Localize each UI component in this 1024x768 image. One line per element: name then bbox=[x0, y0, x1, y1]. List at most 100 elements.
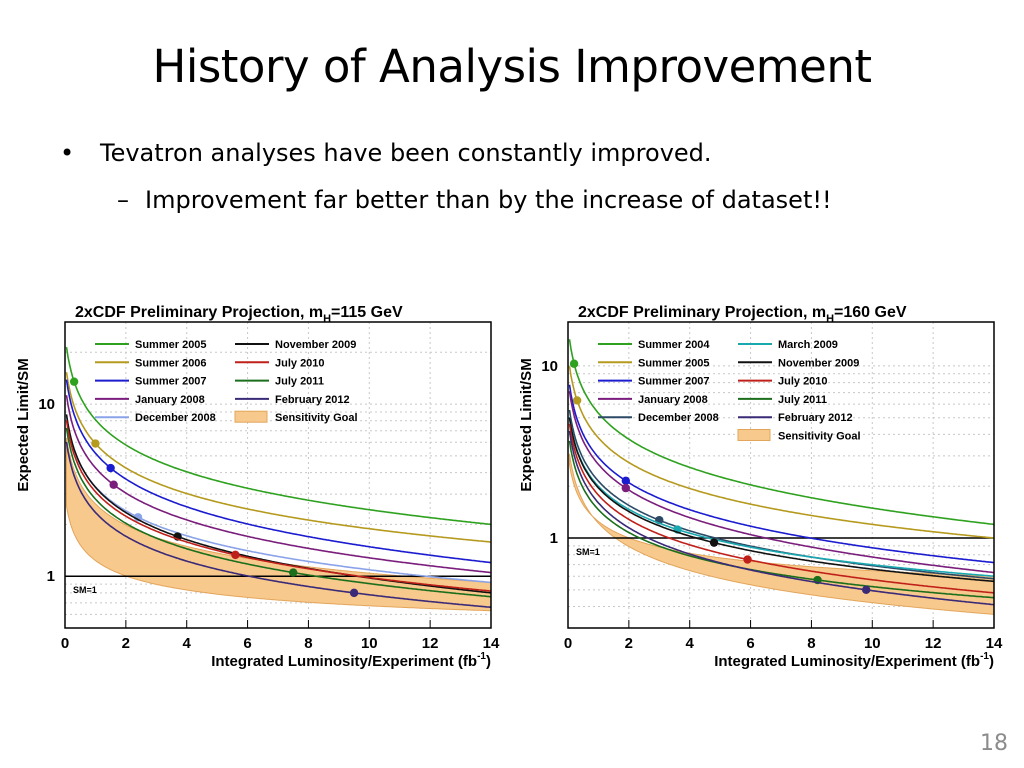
legend-label-1: Summer 2006 bbox=[135, 357, 207, 369]
series-point-4 bbox=[133, 513, 143, 522]
series-line-8 bbox=[568, 440, 995, 599]
x-tick-label: 8 bbox=[807, 635, 815, 652]
chart-title-main: 2xCDF Preliminary Projection, m bbox=[578, 304, 826, 321]
legend-label-2: Summer 2007 bbox=[638, 376, 710, 388]
chart-title-rest: =115 GeV bbox=[331, 304, 403, 321]
series-line-3 bbox=[568, 390, 995, 574]
x-axis-label-text: Integrated Luminosity/Experiment (fb bbox=[211, 653, 477, 670]
series-point-2 bbox=[621, 476, 631, 486]
bullet-2: – Improvement far better than by the incr… bbox=[117, 186, 832, 214]
legend-band-swatch bbox=[234, 410, 268, 423]
series-line-8 bbox=[65, 441, 492, 609]
series-line-7 bbox=[568, 423, 995, 594]
x-axis-label-sup: -1 bbox=[980, 651, 989, 662]
x-tick-label: 6 bbox=[746, 635, 754, 652]
chart-title-main: 2xCDF Preliminary Projection, m bbox=[75, 304, 323, 321]
series-line-6 bbox=[568, 417, 995, 583]
legend-label-5: November 2009 bbox=[275, 339, 356, 351]
page-number: 18 bbox=[980, 731, 1008, 756]
y-axis-label: Expected Limit/SM bbox=[518, 358, 535, 491]
x-tick-label: 6 bbox=[243, 635, 251, 652]
x-tick-label: 14 bbox=[986, 635, 1003, 652]
series-point-6 bbox=[231, 550, 240, 560]
series-line-9 bbox=[568, 430, 995, 606]
series-point-1 bbox=[572, 396, 582, 405]
x-tick-label: 2 bbox=[625, 635, 633, 652]
legend-label-8: February 2012 bbox=[275, 394, 350, 406]
legend-label-4: December 2008 bbox=[638, 412, 719, 424]
x-axis-label-end: ) bbox=[486, 653, 491, 670]
x-tick-label: 12 bbox=[925, 635, 942, 652]
bullet-1-marker: • bbox=[60, 139, 75, 167]
bullet-1: • Tevatron analyses have been constantly … bbox=[60, 139, 712, 167]
x-tick-label: 4 bbox=[686, 635, 695, 652]
y-tick-label: 1 bbox=[47, 568, 55, 585]
series-line-0 bbox=[568, 339, 995, 526]
series-line-7 bbox=[65, 427, 492, 598]
legend-label-3: January 2008 bbox=[135, 394, 205, 406]
bullet-2-text: Improvement far better than by the incre… bbox=[145, 186, 832, 214]
x-tick-label: 12 bbox=[422, 635, 439, 652]
chart-title-subscript: H bbox=[323, 313, 331, 325]
x-tick-label: 4 bbox=[183, 635, 192, 652]
legend-band-label: Sensitivity Goal bbox=[275, 412, 358, 424]
x-tick-label: 2 bbox=[122, 635, 130, 652]
chart-mh160: SM=1 0 2 4 6 8 10 12 14 1 10 2xCDF Preliminary Proj… bbox=[518, 304, 1003, 670]
x-tick-label: 8 bbox=[304, 635, 312, 652]
chart-title: 2xCDF Preliminary Projection, mH=160 GeV bbox=[578, 304, 907, 325]
chart-title-rest: =160 GeV bbox=[834, 304, 907, 321]
bullet-1-text: Tevatron analyses have been constantly i… bbox=[100, 139, 712, 167]
x-tick-label: 0 bbox=[564, 635, 572, 652]
series-line-6 bbox=[65, 420, 492, 592]
legend-label-7: July 2011 bbox=[275, 376, 324, 388]
series-point-7 bbox=[289, 568, 298, 577]
x-axis-label: Integrated Luminosity/Experiment (fb-1) bbox=[714, 651, 994, 670]
slide-title: History of Analysis Improvement bbox=[152, 40, 872, 93]
series-line-1 bbox=[65, 372, 492, 543]
series-point-0 bbox=[569, 359, 579, 368]
x-axis-label-sup: -1 bbox=[477, 651, 486, 662]
y-tick-label: 1 bbox=[550, 530, 558, 547]
legend-label-2: Summer 2007 bbox=[135, 376, 207, 388]
legend-label-6: July 2010 bbox=[275, 357, 325, 369]
legend-label-0: Summer 2004 bbox=[638, 339, 710, 351]
series-line-0 bbox=[65, 346, 492, 526]
series-point-7 bbox=[743, 555, 752, 564]
series-line-3 bbox=[65, 395, 492, 574]
legend-label-9: February 2012 bbox=[778, 412, 853, 424]
y-tick-label: 10 bbox=[541, 358, 558, 375]
x-tick-label: 10 bbox=[864, 635, 881, 652]
sm-reference-label: SM=1 bbox=[576, 547, 600, 557]
x-tick-label: 14 bbox=[483, 635, 500, 652]
series-point-9 bbox=[862, 585, 871, 595]
x-tick-label: 10 bbox=[361, 635, 378, 652]
series-line-2 bbox=[568, 384, 995, 564]
legend-label-0: Summer 2005 bbox=[135, 339, 207, 351]
legend-label-6: November 2009 bbox=[778, 357, 859, 369]
series-point-3 bbox=[621, 483, 631, 493]
chart-title: 2xCDF Preliminary Projection, mH=115 GeV bbox=[75, 304, 403, 325]
series-point-2 bbox=[106, 463, 115, 473]
legend-label-4: December 2008 bbox=[135, 412, 216, 424]
series-line-1 bbox=[568, 366, 995, 539]
series-line-5 bbox=[568, 416, 995, 577]
series-point-1 bbox=[91, 439, 100, 448]
x-axis-label-text: Integrated Luminosity/Experiment (fb bbox=[714, 653, 980, 670]
series-point-6 bbox=[709, 538, 719, 547]
bullet-2-marker: – bbox=[117, 186, 129, 214]
series-point-8 bbox=[349, 588, 359, 598]
plot-frame bbox=[64, 321, 492, 629]
chart-mh115: SM=1 0 2 4 6 8 10 12 14 1 10 2xCDF Preliminary Proj… bbox=[15, 304, 500, 670]
legend-label-1: Summer 2005 bbox=[638, 357, 710, 369]
legend-band-label: Sensitivity Goal bbox=[778, 431, 861, 443]
y-axis-label: Expected Limit/SM bbox=[15, 358, 32, 491]
legend-label-5: March 2009 bbox=[778, 339, 838, 351]
chart-title-subscript: H bbox=[826, 313, 834, 325]
series-line-2 bbox=[65, 379, 492, 564]
series-point-0 bbox=[69, 377, 79, 386]
legend-label-8: July 2011 bbox=[778, 394, 827, 406]
sm-reference-label: SM=1 bbox=[73, 585, 97, 595]
legend-label-7: July 2010 bbox=[778, 376, 828, 388]
series-point-3 bbox=[109, 480, 118, 489]
legend-band-swatch bbox=[737, 429, 771, 441]
